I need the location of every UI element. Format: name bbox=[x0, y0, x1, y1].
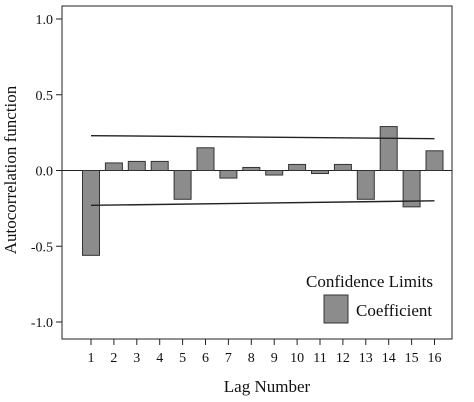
bar bbox=[425, 150, 444, 171]
bar bbox=[242, 166, 261, 172]
bar bbox=[82, 170, 100, 256]
upper-confidence-line bbox=[90, 134, 435, 140]
y-tick-label: -0.5 bbox=[31, 240, 53, 255]
bar bbox=[173, 170, 192, 200]
plot-border bbox=[61, 5, 453, 340]
lower-confidence-line bbox=[90, 200, 435, 207]
x-tick-label: 1 bbox=[88, 351, 95, 366]
x-tick-label: 3 bbox=[133, 351, 140, 366]
x-tick-label: 5 bbox=[179, 351, 186, 366]
bar bbox=[150, 160, 169, 172]
x-tick-label: 4 bbox=[156, 351, 163, 366]
x-tick-label: 10 bbox=[290, 351, 304, 366]
y-tick-label: 1.0 bbox=[36, 13, 54, 28]
x-axis: 1 2 3 4 5 6 7 8 9 10 11 12 13 14 15 16 bbox=[88, 339, 442, 366]
bar bbox=[379, 126, 398, 172]
y-tick-label: -1.0 bbox=[31, 316, 53, 331]
legend-swatch-coefficient bbox=[323, 294, 349, 324]
x-tick-label: 7 bbox=[225, 351, 232, 366]
bar bbox=[333, 163, 352, 172]
x-tick-label: 15 bbox=[405, 351, 419, 366]
y-axis-title: Autocorrelation function bbox=[1, 85, 20, 254]
bar bbox=[311, 170, 329, 175]
bar bbox=[127, 160, 146, 172]
bar bbox=[402, 170, 421, 208]
x-tick-label: 12 bbox=[336, 351, 350, 366]
confidence-limits bbox=[90, 134, 435, 207]
legend-confidence-limits: Confidence Limits bbox=[306, 272, 433, 291]
y-axis: 1.0 0.5 0.0 -0.5 -1.0 bbox=[31, 13, 62, 331]
y-tick-label: 0.5 bbox=[36, 89, 54, 104]
x-tick-label: 11 bbox=[313, 351, 326, 366]
bar bbox=[265, 170, 284, 176]
x-tick-label: 16 bbox=[428, 351, 442, 366]
bar bbox=[219, 170, 238, 179]
x-tick-label: 14 bbox=[382, 351, 396, 366]
bar bbox=[196, 147, 215, 171]
y-tick-label: 0.0 bbox=[36, 165, 54, 180]
legend: Confidence Limits Coefficient bbox=[306, 272, 433, 324]
bar bbox=[288, 163, 307, 172]
bar bbox=[104, 162, 123, 172]
legend-coefficient: Coefficient bbox=[356, 301, 432, 320]
x-tick-label: 13 bbox=[359, 351, 373, 366]
bar bbox=[356, 170, 375, 200]
x-tick-label: 2 bbox=[110, 351, 117, 366]
x-tick-label: 8 bbox=[248, 351, 255, 366]
x-axis-title: Lag Number bbox=[224, 377, 311, 396]
x-tick-label: 6 bbox=[202, 351, 209, 366]
x-tick-label: 9 bbox=[271, 351, 278, 366]
